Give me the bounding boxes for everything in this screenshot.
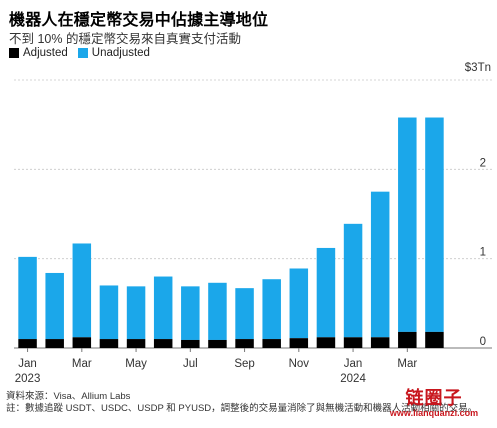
x-tick-label: May [125,358,147,370]
bar-unadjusted [72,243,92,338]
legend-swatch-unadjusted [77,48,88,58]
bar-unadjusted [18,256,37,340]
note-line: 註：數據追蹤 USDT、USDC、USDP 和 PYUSD，調整後的交易量消除了… [6,403,478,414]
legend-label-unadjusted: Unadjusted [91,47,150,59]
chart-title: 機器人在穩定幣交易中佔據主導地位 [9,12,269,29]
bar-adjusted [398,331,417,348]
x-tick-label: Sep [234,358,254,370]
bar-unadjusted [126,286,146,340]
bar-unadjusted [99,285,119,340]
y-unit-label: $3Tn [465,62,491,74]
bar-adjusted [316,337,336,348]
bar-adjusted [343,337,363,348]
y-tick-label: 2 [480,157,486,169]
legend-item-unadjusted: Unadjusted [77,47,150,59]
bar-adjusted [262,339,281,348]
bar-adjusted [153,339,173,348]
bar-adjusted [181,339,200,348]
x-tick-label: Mar [72,358,92,370]
bar-adjusted [289,338,309,348]
bar-adjusted [370,337,390,348]
bar-unadjusted [425,117,444,332]
bar-adjusted [425,331,444,348]
bar-adjusted [208,339,227,348]
chart-subtitle: 不到 10% 的穩定幣交易來自真實支付活動 [9,32,241,46]
bar-unadjusted [262,279,281,340]
bar-adjusted [45,339,64,348]
bar-adjusted [235,339,254,348]
bar-adjusted [126,339,146,348]
legend-item-adjusted: Adjusted [9,47,68,59]
chart-legend: Adjusted Unadjusted [9,47,160,59]
bar-unadjusted [181,286,200,340]
bar-unadjusted [343,223,363,338]
x-tick-label: Jul [183,358,198,370]
bar-adjusted [72,337,92,348]
y-tick-label: 0 [480,336,486,348]
bar-unadjusted [316,247,336,338]
watermark-logo: 链圈子 www.lianquanzi.com [378,384,490,418]
bar-unadjusted [235,288,254,340]
watermark-text: 链圈子 [405,388,463,408]
source-line: 資料來源：Visa、Allium Labs [6,391,131,402]
bar-unadjusted [45,272,64,340]
watermark-url: www.lianquanzi.com [389,408,479,418]
x-tick-label: Jan [344,358,363,370]
bar-unadjusted [370,191,390,338]
x-tick-label: Mar [397,358,417,370]
bar-unadjusted [208,282,227,340]
chart-source: 資料來源：Visa、Allium Labs 註：數據追蹤 USDT、USDC、U… [6,391,491,415]
bar-adjusted [99,339,119,348]
x-year-label: 2024 [340,373,366,385]
bar-unadjusted [153,276,173,340]
bar-unadjusted [289,268,309,339]
x-tick-label: Jan [18,358,37,370]
legend-swatch-adjusted [9,48,19,58]
x-tick-label: Nov [289,358,310,370]
legend-label-adjusted: Adjusted [23,47,68,59]
x-year-label: 2023 [15,373,41,385]
y-tick-label: 1 [480,247,486,259]
bar-unadjusted [398,117,417,332]
bar-adjusted [18,339,37,348]
